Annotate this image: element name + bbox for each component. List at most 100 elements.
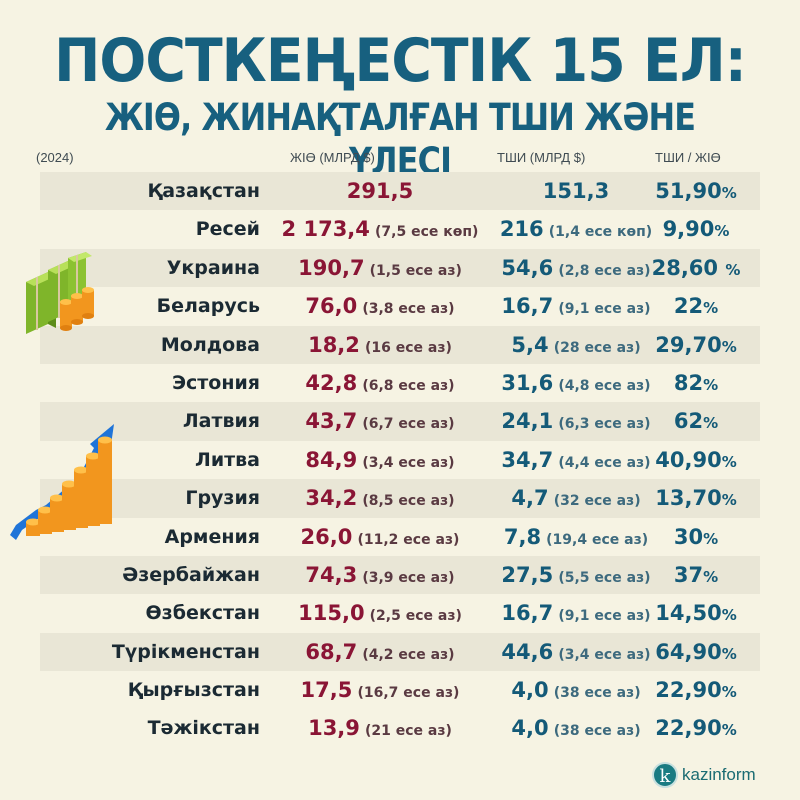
ratio-value: 51,90 xyxy=(655,179,722,203)
ratio-value: 64,90 xyxy=(655,639,722,664)
country-name: Украина xyxy=(166,256,260,279)
ratio-value: 13,70 xyxy=(655,486,722,511)
gdp-note: (1,5 есе аз) xyxy=(369,262,462,279)
table-row: Тәжікстан 13,9 (21 есе аз) 4,0 (38 есе а… xyxy=(40,709,760,747)
gdp-note: (3,9 есе аз) xyxy=(362,569,455,586)
ratio-cell: 22,90% xyxy=(640,671,752,709)
gdp-value: 74,3 xyxy=(305,562,358,587)
fdi-cell: 31,6 (4,8 есе аз) xyxy=(476,364,676,402)
fdi-note: (6,3 есе аз) xyxy=(558,416,651,433)
country-name: Молдова xyxy=(160,333,260,356)
ratio-value: 22,90 xyxy=(655,678,722,703)
gdp-note: (4,2 есе аз) xyxy=(362,646,455,663)
gdp-value: 84,9 xyxy=(305,447,358,472)
fdi-value: 16,7 xyxy=(501,601,554,626)
country-name: Әзербайжан xyxy=(122,563,260,586)
fdi-value: 31,6 xyxy=(501,370,554,395)
fdi-value: 34,7 xyxy=(501,447,554,472)
fdi-cell: 151,3 xyxy=(476,172,676,210)
fdi-cell: 216 (1,4 есе көп) xyxy=(476,210,676,248)
gdp-value: 291,5 xyxy=(346,179,414,203)
gdp-note: (3,8 есе аз) xyxy=(362,301,455,318)
column-header-fdi: ТШИ (МЛРД $) xyxy=(497,150,586,165)
fdi-value: 44,6 xyxy=(501,639,554,664)
fdi-value: 16,7 xyxy=(501,294,554,319)
table-row: Ресей 2 173,4 (7,5 есе көп) 216 (1,4 есе… xyxy=(40,210,760,248)
gdp-value: 76,0 xyxy=(305,294,358,319)
table-row: Қазақстан 291,5 151,3 51,90% xyxy=(40,172,760,211)
table-row: Қырғызстан 17,5 (16,7 есе аз) 4,0 (38 ес… xyxy=(40,671,760,709)
gdp-cell: 43,7 (6,7 есе аз) xyxy=(270,402,490,440)
country-name: Беларусь xyxy=(156,295,260,318)
percent-sign: % xyxy=(721,452,737,471)
column-header-ratio: ТШИ / ЖІӨ xyxy=(655,150,721,165)
growth-chart-icon xyxy=(10,424,114,540)
ratio-cell: 14,50% xyxy=(640,594,752,632)
gdp-note: (16 есе аз) xyxy=(365,339,452,356)
percent-sign: % xyxy=(703,529,719,548)
table-row: Өзбекстан 115,0 (2,5 есе аз) 16,7 (9,1 е… xyxy=(40,594,760,632)
table-row: Латвия 43,7 (6,7 есе аз) 24,1 (6,3 есе а… xyxy=(40,402,760,441)
gdp-value: 2 173,4 xyxy=(281,217,370,242)
fdi-note: (19,4 есе аз) xyxy=(546,531,649,548)
gdp-cell: 13,9 (21 есе аз) xyxy=(270,709,490,747)
ratio-value: 30 xyxy=(673,524,704,549)
table-row: Украина 190,7 (1,5 есе аз) 54,6 (2,8 есе… xyxy=(40,248,760,288)
ratio-cell: 51,90% xyxy=(640,172,752,210)
fdi-value: 216 xyxy=(499,217,544,242)
country-name: Өзбекстан xyxy=(145,602,260,625)
fdi-cell: 4,7 (32 есе аз) xyxy=(476,479,676,517)
table-row: Армения 26,0 (11,2 есе аз) 7,8 (19,4 есе… xyxy=(40,518,760,556)
country-name: Литва xyxy=(195,448,260,471)
kazinform-logo-text: kazinform xyxy=(682,765,756,784)
kazinform-logo-icon: k xyxy=(652,762,678,788)
ratio-cell: 22,90% xyxy=(640,709,752,747)
gdp-cell: 84,9 (3,4 есе аз) xyxy=(270,441,490,479)
country-name: Эстония xyxy=(172,371,260,394)
gdp-cell: 17,5 (16,7 есе аз) xyxy=(270,671,490,709)
gdp-cell: 42,8 (6,8 есе аз) xyxy=(270,364,490,402)
fdi-note: (9,1 есе аз) xyxy=(558,301,651,318)
table-row: Эстония 42,8 (6,8 есе аз) 31,6 (4,8 есе … xyxy=(40,364,760,402)
ratio-value: 28,60 xyxy=(651,255,726,280)
fdi-value: 4,0 xyxy=(511,678,549,703)
fdi-cell: 44,6 (3,4 есе аз) xyxy=(476,633,676,671)
gdp-cell: 76,0 (3,8 есе аз) xyxy=(270,287,490,325)
fdi-note: (4,8 есе аз) xyxy=(558,377,651,394)
percent-sign: % xyxy=(721,337,737,356)
fdi-note: (28 есе аз) xyxy=(553,339,641,356)
ratio-cell: 64,90% xyxy=(640,633,752,671)
fdi-value: 5,4 xyxy=(511,332,549,357)
fdi-value: 54,6 xyxy=(501,255,554,280)
ratio-cell: 30% xyxy=(640,518,752,556)
ratio-cell: 37% xyxy=(640,556,752,594)
gdp-note: (16,7 есе аз) xyxy=(357,685,460,702)
fdi-note: (9,1 есе аз) xyxy=(558,608,651,625)
ratio-value: 22 xyxy=(673,294,704,319)
ratio-value: 22,90 xyxy=(655,716,722,741)
fdi-note: (38 есе аз) xyxy=(553,723,641,740)
fdi-note: (1,4 есе көп) xyxy=(548,224,653,241)
money-stack-icon xyxy=(26,252,94,334)
ratio-cell: 13,70% xyxy=(640,479,752,517)
gdp-value: 26,0 xyxy=(300,524,353,549)
country-name: Латвия xyxy=(182,410,260,433)
country-name: Грузия xyxy=(185,487,260,510)
ratio-value: 82 xyxy=(673,370,704,395)
gdp-value: 18,2 xyxy=(308,332,360,357)
column-header-gdp: ЖІӨ (МЛРД $) xyxy=(290,150,375,165)
table-row: Грузия 34,2 (8,5 есе аз) 4,7 (32 есе аз)… xyxy=(40,479,760,518)
gdp-value: 13,9 xyxy=(308,716,360,741)
fdi-value: 27,5 xyxy=(501,562,554,587)
fdi-note: (5,5 есе аз) xyxy=(558,569,651,586)
fdi-value: 151,3 xyxy=(542,179,610,203)
gdp-cell: 291,5 xyxy=(270,172,490,210)
gdp-note: (3,4 есе аз) xyxy=(362,454,455,471)
gdp-cell: 26,0 (11,2 есе аз) xyxy=(270,518,490,556)
gdp-value: 68,7 xyxy=(305,639,358,664)
country-name: Армения xyxy=(164,525,260,548)
table-row: Беларусь 76,0 (3,8 есе аз) 16,7 (9,1 есе… xyxy=(40,287,760,325)
table-row: Литва 84,9 (3,4 есе аз) 34,7 (4,4 есе аз… xyxy=(40,441,760,479)
fdi-cell: 5,4 (28 есе аз) xyxy=(476,326,676,364)
fdi-cell: 54,6 (2,8 есе аз) xyxy=(476,249,676,287)
